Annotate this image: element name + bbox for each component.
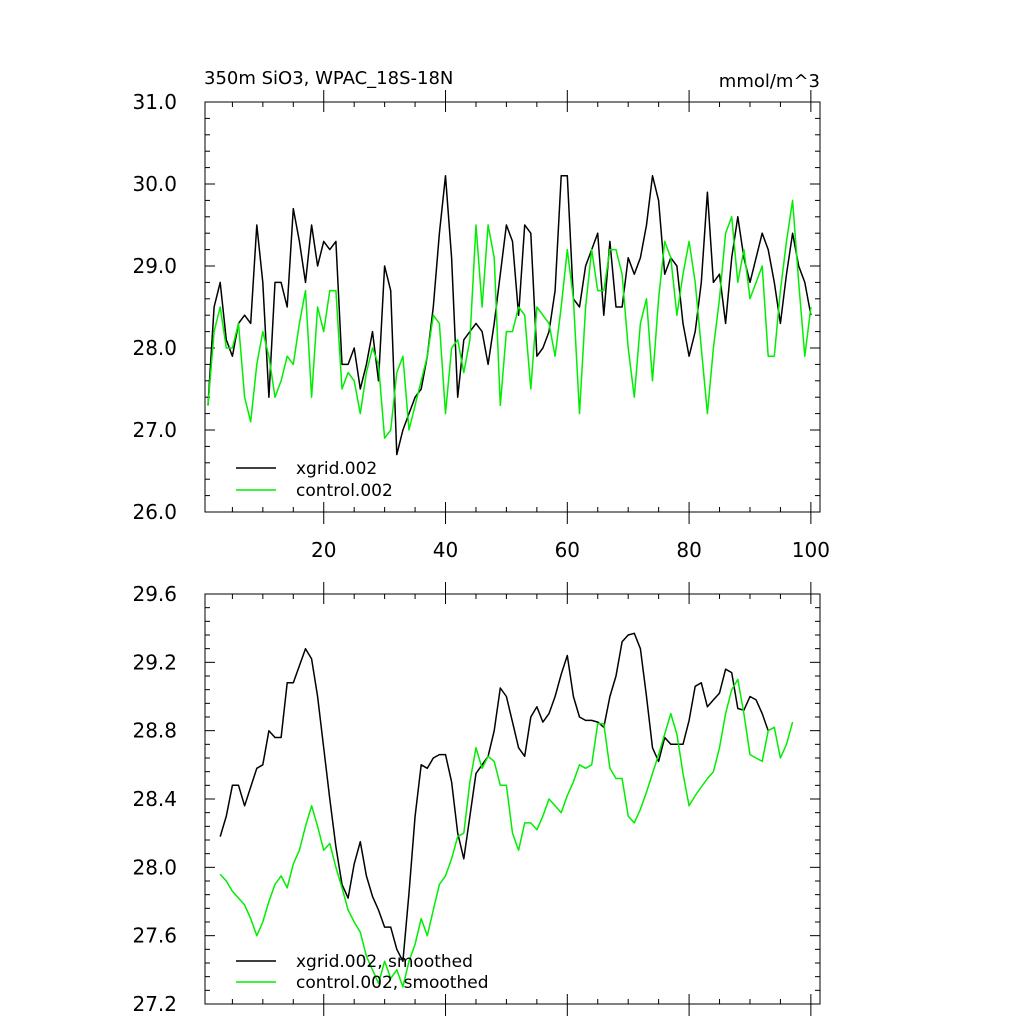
top-plot-frame	[204, 101, 821, 513]
top-x-tick-label: 100	[792, 538, 830, 562]
bottom-y-tick-label: 28.0	[132, 855, 177, 879]
legend-label-xgrid-smoothed: xgrid.002, smoothed	[296, 952, 473, 972]
top-x-tick-label: 40	[433, 538, 458, 562]
legend-label-control: control.002	[296, 481, 393, 501]
bottom-y-tick-label: 28.8	[132, 719, 177, 743]
top-y-tick-label: 31.0	[132, 90, 177, 114]
top-chart-title: 350m SiO3, WPAC_18S-18N	[204, 68, 453, 89]
top-y-tick-label: 27.0	[132, 418, 177, 442]
top-chart-units: mmol/m^3	[719, 71, 820, 92]
bottom-y-tick-label: 27.6	[132, 924, 177, 948]
legend-label-xgrid: xgrid.002	[296, 459, 377, 479]
top-y-tick-label: 28.0	[132, 336, 177, 360]
bottom-panel: 29.6 29.2 28.8 28.4 28.0 27.6 27.2 xgrid.002, …	[132, 582, 821, 1016]
top-series-line-xgrid	[207, 175, 812, 456]
top-x-tick-label: 60	[555, 538, 580, 562]
bottom-y-tick-label: 29.2	[132, 650, 177, 674]
top-series-line-control	[207, 199, 812, 439]
top-legend: xgrid.002 control.002	[236, 459, 393, 501]
top-y-tick-label: 26.0	[132, 500, 177, 524]
top-y-tick-label: 30.0	[132, 172, 177, 196]
bottom-series-line-control	[219, 678, 794, 988]
top-panel: 350m SiO3, WPAC_18S-18N mmol/m^3 31.0 30.…	[132, 68, 829, 562]
bottom-legend: xgrid.002, smoothed control.002, smoothe…	[236, 952, 489, 993]
top-y-tick-label: 29.0	[132, 254, 177, 278]
bottom-y-tick-label: 29.6	[132, 582, 177, 606]
bottom-series-line-xgrid	[219, 632, 769, 963]
top-x-tick-label: 80	[676, 538, 701, 562]
bottom-y-tick-label: 27.2	[132, 992, 177, 1016]
legend-label-control-smoothed: control.002, smoothed	[296, 973, 489, 993]
bottom-plot-area: 29.6 29.2 28.8 28.4 28.0 27.6 27.2	[132, 582, 821, 1016]
top-x-tick-label: 20	[311, 538, 336, 562]
top-plot-area: 31.0 30.0 29.0 28.0 27.0 26.0 20 40 60 80 100	[132, 90, 830, 562]
bottom-y-tick-label: 28.4	[132, 787, 177, 811]
